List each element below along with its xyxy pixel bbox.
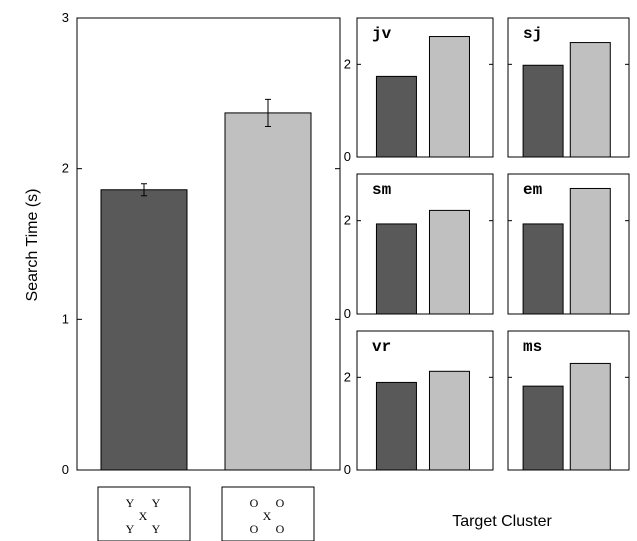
y-tick-label: 0 (344, 462, 351, 477)
bar (428, 370, 470, 471)
bar (569, 362, 611, 471)
bar (100, 189, 188, 471)
category-icon-box (221, 486, 315, 541)
panel-label: ms (523, 338, 542, 356)
category-icon-letter: O (250, 522, 259, 536)
bar (569, 187, 611, 315)
category-icon-letter: Y (126, 496, 135, 510)
plot-frame (76, 17, 341, 471)
panel-label: jv (372, 25, 392, 43)
bar (428, 209, 470, 315)
small-multiples: jv 0 2 sj sm 0 2 em vr 0 2 ms (344, 17, 630, 477)
y-tick-label: 2 (344, 369, 351, 384)
x-axis-label: Target Cluster (452, 513, 552, 530)
y-tick-label: 0 (62, 462, 69, 477)
bar (522, 385, 564, 471)
y-tick-label: 3 (62, 10, 69, 25)
bar (522, 223, 564, 315)
panel-label: em (523, 181, 543, 199)
panel-label: sm (372, 181, 392, 199)
y-tick-label: 2 (344, 213, 351, 228)
category-icon-box (97, 486, 191, 541)
y-tick-label: 2 (62, 161, 69, 176)
category-icon-letter: O (250, 496, 259, 510)
bar (522, 64, 564, 158)
bar (375, 75, 417, 158)
y-tick-label: 2 (344, 56, 351, 71)
category-icon-letter: O (276, 496, 285, 510)
y-axis-label: Search Time (s) (24, 189, 41, 302)
y-tick-label: 0 (344, 306, 351, 321)
bar (569, 42, 611, 158)
category-icon-letter: Y (126, 522, 135, 536)
panel-label: vr (372, 338, 391, 356)
category-icon-letter: X (139, 509, 148, 523)
category-icon-letter: X (263, 509, 272, 523)
bar (375, 223, 417, 315)
category-icon-letter: Y (152, 496, 161, 510)
y-tick-label: 0 (344, 149, 351, 164)
panel-label: sj (523, 25, 542, 43)
bar (375, 381, 417, 471)
category-icon-letter: O (276, 522, 285, 536)
bar (428, 36, 470, 158)
category-icon-letter: Y (152, 522, 161, 536)
bar (224, 112, 312, 471)
y-tick-label: 1 (62, 311, 69, 326)
